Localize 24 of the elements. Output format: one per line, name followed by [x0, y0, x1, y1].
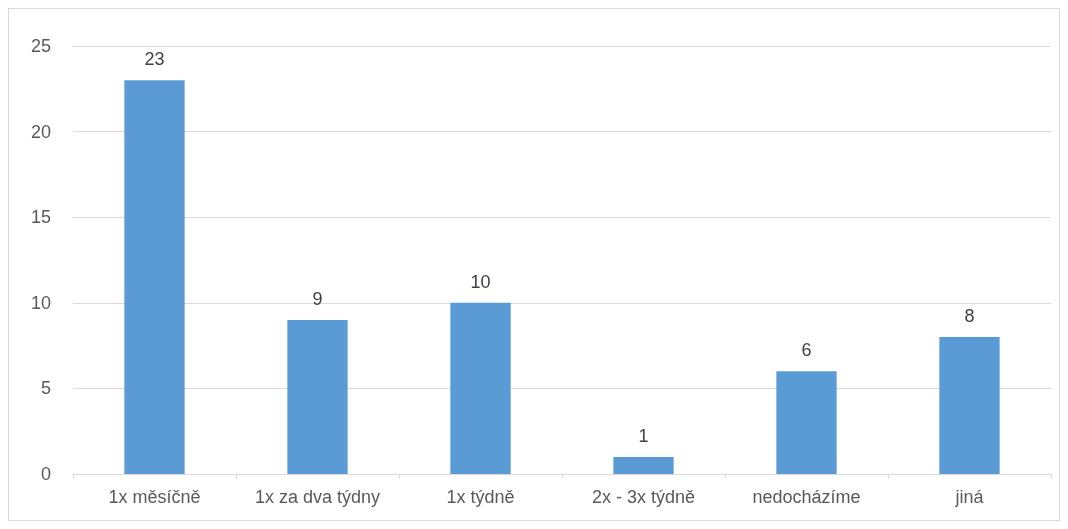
bar: [124, 80, 185, 474]
x-tick-label: 1x měsíčně: [108, 487, 201, 507]
bar: [776, 371, 837, 474]
bar: [287, 319, 348, 474]
x-tick-label: jiná: [954, 487, 985, 507]
y-tick-label: 20: [30, 121, 51, 142]
data-label: 8: [964, 306, 975, 327]
y-tick-label: 0: [40, 464, 51, 484]
data-label: 9: [312, 288, 323, 309]
x-tick-label: 2x - 3x týdně: [591, 487, 696, 507]
y-tick-label: 10: [30, 292, 51, 313]
data-label: 10: [470, 271, 491, 292]
data-label: 23: [144, 49, 165, 70]
bar: [450, 302, 511, 474]
x-tick-label: nedocházíme: [752, 487, 861, 507]
data-label: 1: [638, 425, 649, 446]
x-tick-label: 1x za dva týdny: [254, 487, 381, 507]
bar: [613, 456, 674, 474]
x-tick-label: 1x týdně: [446, 487, 515, 507]
y-tick-label: 15: [30, 207, 51, 228]
y-tick-label: 25: [30, 36, 51, 56]
y-tick-label: 5: [40, 378, 51, 399]
data-label: 6: [801, 340, 812, 361]
bar: [939, 337, 1000, 474]
